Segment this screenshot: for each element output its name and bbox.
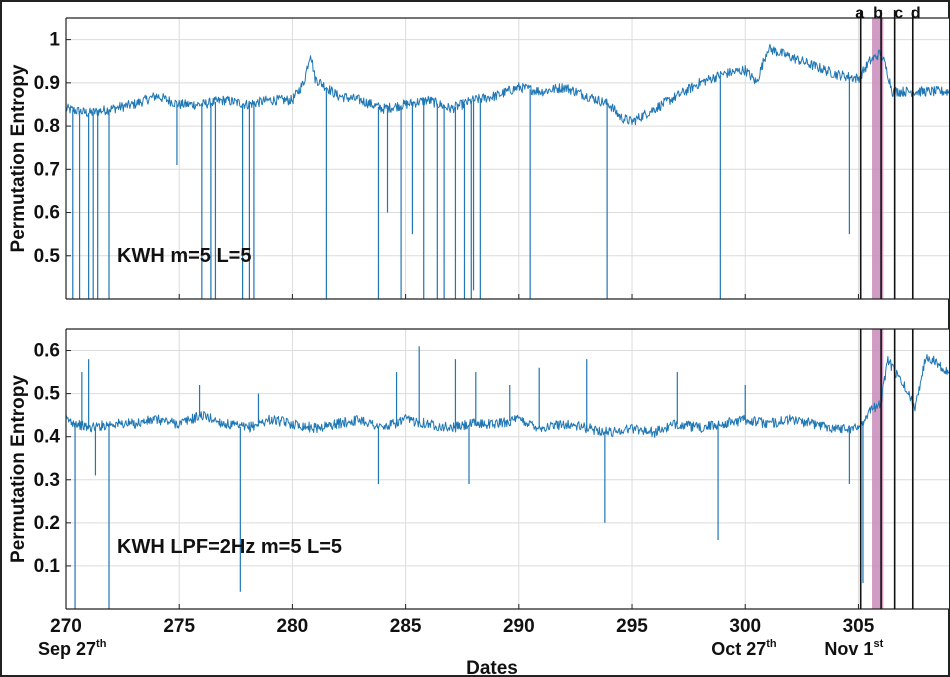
date-label-suffix: th [766,638,777,650]
event-label-a: a [855,5,864,22]
y-axis-label: Permutation Entropy [8,375,29,563]
date-label-text: Sep 27 [38,639,96,659]
y-axis-label: Permutation Entropy [8,64,29,252]
y-tick-label: 0.8 [34,116,60,137]
top-panel: 0.5 0.6 0.7 0.8 0.9 1 Permutation Entropy KWH m… [8,10,949,300]
series-group [66,346,949,609]
x-tick-label: 295 [616,616,648,637]
date-label-text: Nov 1 [824,639,873,659]
x-tick-label: 270 [50,616,82,637]
date-label-suffix: th [96,638,107,650]
x-tick-label: 305 [843,616,875,637]
event-highlight-band [872,329,884,609]
y-tick-label: 0.5 [34,246,61,267]
y-tick-label: 0.5 [34,384,61,405]
y-tick-label: 1 [49,30,60,51]
x-tick-label: 285 [390,616,422,637]
panel-annotation: KWH m=5 L=5 [117,245,251,267]
y-tick-label: 0.6 [34,341,60,362]
date-label-text: Oct 27 [711,639,766,659]
entropy-trace [66,354,949,438]
date-label: Nov 1st [824,638,883,659]
x-axis-label: Dates [466,658,518,677]
y-tick-label: 0.2 [34,513,60,534]
event-highlight-band [872,18,884,299]
date-label-suffix: st [873,638,883,650]
y-tick-label: 0.4 [34,427,61,448]
entropy-trace [66,43,949,126]
y-tick-label: 0.9 [34,73,60,94]
panel-annotation: KWH LPF=2Hz m=5 L=5 [117,536,342,558]
x-tick-label: 280 [277,616,309,637]
y-tick-label: 0.1 [34,556,61,577]
event-label-b: b [873,5,883,22]
y-tick-label: 0.6 [34,203,60,224]
x-tick-label: 290 [503,616,535,637]
event-label-d: d [911,5,921,22]
date-label: Sep 27th [38,638,107,659]
x-tick-label: 275 [163,616,195,637]
date-label: Oct 27th [711,638,777,659]
y-tick-label: 0.7 [34,159,60,180]
event-label-c: c [894,5,903,22]
series-group [66,43,949,299]
plot-area-1 [66,329,949,609]
plot-area-0 [66,18,949,299]
x-tick-label: 300 [729,616,761,637]
y-tick-label: 0.3 [34,470,60,491]
